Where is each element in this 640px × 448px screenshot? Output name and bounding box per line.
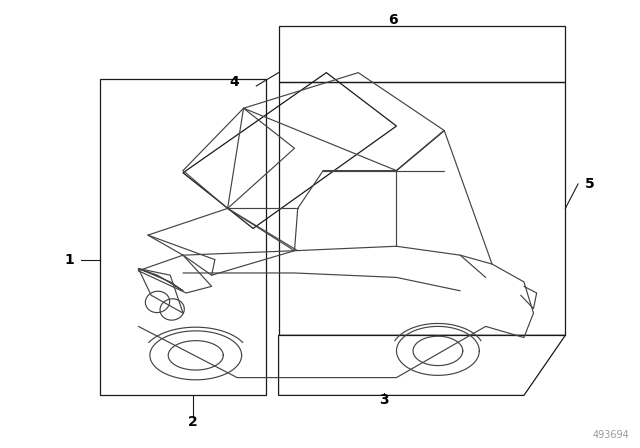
Bar (278, 26, 565, 82)
Text: 1: 1 (65, 253, 75, 267)
Text: 6: 6 (388, 13, 398, 27)
Text: 2: 2 (188, 415, 197, 429)
Bar (100, 79, 266, 396)
Text: 3: 3 (379, 393, 388, 407)
Text: 493694: 493694 (592, 430, 629, 440)
Text: 5: 5 (584, 177, 594, 191)
Bar (278, 82, 565, 335)
Text: 4: 4 (229, 74, 239, 89)
